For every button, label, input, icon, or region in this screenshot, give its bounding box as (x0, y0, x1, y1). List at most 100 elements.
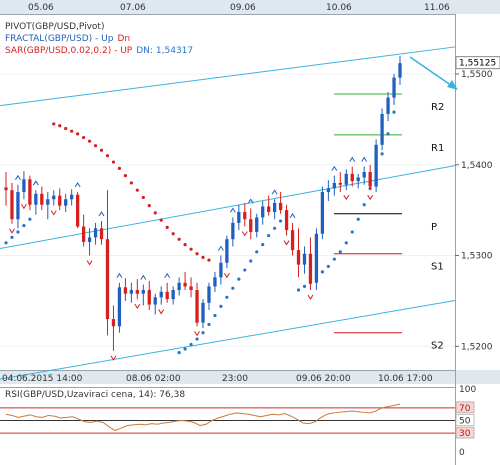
candle-body-30 (183, 282, 187, 287)
candle-body-61 (368, 172, 372, 187)
sar-point-down-0 (52, 122, 56, 126)
candle-body-38 (231, 222, 235, 240)
candle-body-21 (129, 290, 134, 294)
sar-point-down-13 (129, 181, 133, 185)
fractal-down-10 (283, 240, 290, 246)
sar-point-up-12 (219, 304, 223, 308)
price-tick-label-1: 1,5400 (461, 161, 493, 171)
sar-point-up-8 (195, 337, 199, 341)
sar-point-down-21 (177, 237, 181, 241)
candle-body-17 (105, 239, 110, 320)
sar-point-down-9 (105, 154, 110, 158)
fractal-up-9 (247, 198, 254, 204)
candle-body-28 (171, 290, 175, 300)
fractal-up-13 (349, 156, 356, 162)
sar-point-down-2 (64, 126, 68, 131)
pivot-levels: R2 R1 P S1 S2 (334, 93, 444, 352)
candle-body-11 (70, 194, 74, 200)
candle-body-34 (207, 286, 211, 303)
fractal-up-12 (331, 165, 338, 171)
sar-point-down-24 (195, 252, 199, 256)
sar-point-up-14 (231, 286, 235, 290)
candlesticks (4, 55, 402, 351)
sar-point-down-23 (189, 247, 193, 251)
candle-body-58 (350, 173, 354, 182)
fractal-down-0 (9, 228, 15, 234)
candle-body-1 (10, 190, 14, 220)
fractal-up-10 (271, 189, 278, 195)
candle-body-3 (22, 179, 26, 192)
candle-body-52 (314, 233, 319, 283)
sar-point-down-6 (87, 139, 92, 143)
sar-point-down-20 (171, 232, 175, 236)
pivot-indicator-label[interactable]: PIVOT(GBP/USD,Pivot) (5, 22, 104, 32)
candle-body-31 (189, 286, 193, 291)
candle-body-51 (308, 253, 313, 283)
candle-body-41 (249, 219, 253, 232)
candle-body-47 (284, 210, 289, 231)
sar-point-up-35 (362, 203, 366, 207)
candle-body-54 (326, 188, 331, 192)
rsi-indicator-label[interactable]: RSI(GBP/USD,Uzaviraci cena, 14): 76,38 (5, 390, 185, 400)
sar-point-down-4 (76, 132, 80, 136)
fractal-indicator-label[interactable]: FRACTAL(GBP/USD) - Up Dn (5, 34, 130, 44)
sar-point-down-7 (93, 144, 98, 148)
candle-body-14 (87, 237, 92, 242)
sar-point-up-9 (201, 331, 205, 335)
sar-point-up-0 (4, 241, 8, 245)
candle-body-48 (290, 230, 295, 251)
fractal-up-0 (15, 174, 21, 181)
current-price-label: 1,55125 (459, 59, 496, 69)
pivot-label-s2: S2 (431, 341, 444, 352)
price-tick-label-0: 1,5500 (461, 70, 493, 80)
fractal-up-14 (361, 156, 368, 162)
candle-body-62 (374, 144, 378, 187)
top-axis-label-0: 05.06 (28, 3, 54, 13)
fractal-up-3 (98, 211, 105, 217)
fractal-down-7 (194, 331, 200, 337)
sar-point-up-24 (296, 288, 301, 292)
candle-body-12 (75, 194, 80, 227)
sar-point-down-11 (117, 166, 122, 170)
price-tick-label-3: 1,5200 (461, 342, 493, 352)
candle-body-26 (159, 291, 163, 298)
candle-body-19 (117, 287, 122, 327)
candle-body-45 (272, 202, 277, 212)
bottom-axis-label-0: 04.06.2015 14:00 (2, 374, 83, 384)
candle-body-63 (380, 113, 384, 145)
sar-point-down-5 (82, 135, 86, 140)
candle-body-59 (356, 177, 360, 182)
fractal-down-12 (343, 194, 350, 201)
sar-point-up-17 (249, 259, 253, 263)
trend-arrow-annotation[interactable] (409, 56, 458, 90)
sar-point-up-34 (356, 217, 360, 221)
candle-body-6 (40, 193, 44, 205)
rsi-line (5, 403, 401, 432)
sar-point-up-21 (273, 226, 277, 230)
sar-indicator-label[interactable]: SAR(GBP/USD,0.02,0.2) - UP DN: 1,54317 (5, 46, 193, 56)
sar-point-down-25 (201, 255, 205, 259)
candle-body-40 (243, 211, 247, 220)
candle-body-0 (4, 187, 8, 191)
fractal-down-3 (86, 260, 93, 266)
candle-body-2 (16, 192, 20, 220)
sar-point-up-40 (392, 110, 396, 114)
sar-point-down-3 (70, 129, 74, 133)
candle-body-37 (225, 239, 229, 263)
sar-point-up-39 (386, 132, 390, 136)
sar-point-up-16 (243, 268, 247, 272)
fractal-down-8 (223, 272, 230, 279)
fractal-down-1 (20, 203, 27, 210)
pivot-label-r2: R2 (431, 102, 444, 113)
sar-point-down-14 (135, 188, 139, 192)
candle-body-60 (362, 172, 366, 178)
candle-body-35 (213, 277, 217, 287)
sar-point-up-22 (279, 219, 283, 223)
sar-point-up-18 (255, 250, 259, 254)
candle-body-27 (165, 291, 169, 300)
sar-point-up-3 (22, 223, 26, 228)
candle-body-8 (52, 195, 56, 200)
fractal-up-5 (140, 274, 147, 280)
sar-point-up-19 (261, 243, 265, 247)
